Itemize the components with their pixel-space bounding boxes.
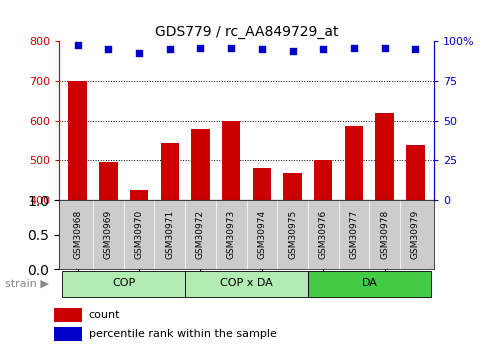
- Bar: [69, 81, 87, 200]
- Text: DA: DA: [361, 278, 377, 288]
- Bar: [314, 160, 332, 200]
- Text: strain ▶: strain ▶: [5, 279, 49, 289]
- Point: [412, 47, 420, 52]
- Text: count: count: [89, 310, 120, 320]
- Bar: [191, 129, 210, 200]
- Bar: [406, 145, 424, 200]
- Text: GSM30970: GSM30970: [135, 210, 143, 259]
- Point: [227, 45, 235, 50]
- Bar: [54, 308, 82, 322]
- Text: GSM30974: GSM30974: [257, 210, 266, 259]
- Point: [258, 47, 266, 52]
- Text: GSM30969: GSM30969: [104, 210, 113, 259]
- Text: percentile rank within the sample: percentile rank within the sample: [89, 329, 277, 339]
- Text: GSM30976: GSM30976: [319, 210, 328, 259]
- Point: [381, 45, 388, 50]
- Point: [73, 42, 81, 47]
- Text: GSM30979: GSM30979: [411, 210, 420, 259]
- Text: GSM30972: GSM30972: [196, 210, 205, 259]
- Text: COP x DA: COP x DA: [220, 278, 273, 288]
- Text: GSM30978: GSM30978: [380, 210, 389, 259]
- Title: GDS779 / rc_AA849729_at: GDS779 / rc_AA849729_at: [155, 25, 338, 39]
- Point: [105, 47, 112, 52]
- Bar: [283, 173, 302, 200]
- FancyBboxPatch shape: [62, 270, 185, 297]
- FancyBboxPatch shape: [185, 270, 308, 297]
- FancyBboxPatch shape: [308, 270, 431, 297]
- Text: GSM30968: GSM30968: [73, 210, 82, 259]
- Text: COP: COP: [112, 278, 135, 288]
- Text: GSM30975: GSM30975: [288, 210, 297, 259]
- Text: GSM30977: GSM30977: [350, 210, 358, 259]
- Point: [166, 47, 174, 52]
- Bar: [345, 126, 363, 200]
- Bar: [99, 162, 117, 200]
- Point: [135, 50, 143, 55]
- Text: GSM30971: GSM30971: [165, 210, 174, 259]
- Point: [319, 47, 327, 52]
- Bar: [222, 121, 241, 200]
- Bar: [376, 113, 394, 200]
- Bar: [54, 327, 82, 342]
- Bar: [252, 168, 271, 200]
- Bar: [130, 190, 148, 200]
- Point: [350, 45, 358, 50]
- Bar: [161, 142, 179, 200]
- Point: [197, 45, 205, 50]
- Point: [288, 48, 296, 54]
- Text: GSM30973: GSM30973: [227, 210, 236, 259]
